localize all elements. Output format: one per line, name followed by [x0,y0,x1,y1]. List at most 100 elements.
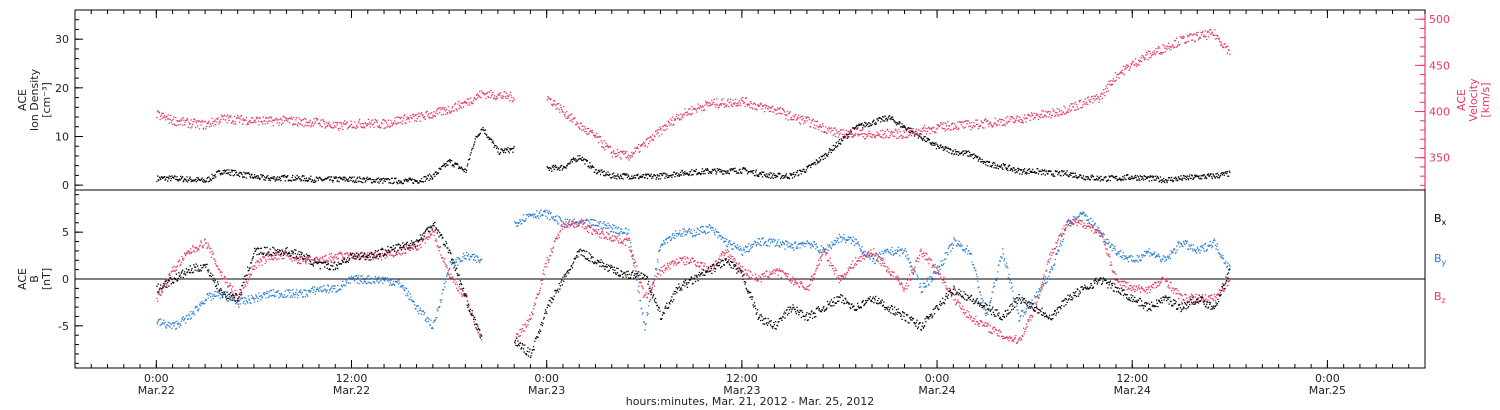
by-series-point [694,235,697,237]
ion-density-series-point [459,167,461,169]
velocity-series-point [810,122,812,124]
velocity-series-point [1129,68,1131,70]
velocity-series-point [924,127,926,129]
by-series-point [767,240,769,242]
velocity-series-point [215,124,217,126]
by-series-point [328,292,330,294]
velocity-series-point [1067,111,1070,113]
velocity-series-point [1224,47,1227,49]
ion-density-series-point [655,178,657,180]
by-series-point [1152,253,1154,255]
by-series-point [209,292,211,295]
ion-density-series-point [563,166,565,168]
ion-density-series-point [1127,174,1129,176]
velocity-series-point [314,123,316,125]
by-series-point [578,222,580,224]
velocity-series-point [978,125,980,127]
by-series-point [1177,243,1180,245]
by-series-point [947,254,949,256]
by-series-point [176,320,178,322]
by-series-point [462,255,464,258]
ion-density-series-point [728,173,730,175]
by-series-point [382,277,385,279]
by-series-point [855,243,857,245]
by-series-point [242,297,244,299]
velocity-series-point [402,117,405,120]
velocity-series-point [501,97,503,99]
by-series-point [694,234,696,236]
ion-density-series-point [160,178,162,181]
velocity-series-point [454,102,456,105]
by-series-point [299,291,301,293]
velocity-series-point [947,127,949,130]
by-series-point [908,262,911,264]
by-series-point [517,222,520,224]
velocity-series-point [272,119,274,121]
velocity-series-point [168,122,171,124]
by-series-point [587,225,589,227]
by-series-point [845,241,847,244]
by-series-point [992,291,994,293]
velocity-series-point [1012,121,1014,123]
ion-density-series-point [689,170,692,173]
velocity-series-point [867,135,869,137]
velocity-series-point [786,110,789,112]
velocity-series-point [330,126,332,128]
ion-density-series-point [744,167,746,169]
by-series-point [1146,252,1148,254]
velocity-series-point [892,135,894,137]
velocity-series-point [1166,45,1168,47]
ion-density-series-point [674,176,676,178]
velocity-series-point [1222,46,1225,48]
by-series-point [1034,295,1036,297]
velocity-series-point [796,116,799,118]
by-series-point [562,225,564,227]
ion-density-series-point [302,179,304,182]
velocity-series-point [1196,32,1198,34]
ion-density-series-point [995,167,997,169]
ion-density-series-point [454,162,456,164]
velocity-series-point [389,126,391,128]
velocity-series-point [824,131,826,133]
ion-density-series-point [1059,171,1061,173]
velocity-series-point [563,113,565,116]
ion-density-series-point [817,160,819,163]
velocity-series-point [678,114,680,116]
ion-density-series-point [556,166,558,168]
velocity-series-point [392,123,394,125]
ion-density-series-point [931,144,933,146]
velocity-series-point [623,150,625,152]
ion-density-series-point [296,174,298,177]
velocity-series-point [705,102,707,104]
velocity-series-point [700,107,702,109]
by-series-point [835,241,837,243]
velocity-series-point [858,133,860,135]
by-series-point [949,244,951,246]
ion-density-series-point [365,178,368,180]
velocity-series-point [1137,59,1140,61]
velocity-series-point [805,117,807,119]
ion-density-series-point [811,163,814,165]
velocity-series-point [750,101,752,103]
velocity-series-point [1190,33,1192,35]
by-series-point [786,244,788,246]
velocity-series-point [1197,31,1199,33]
velocity-series-point [378,126,380,128]
velocity-series-point [666,128,668,130]
by-series-point [259,295,261,297]
by-series-point [774,245,776,247]
ion-density-series-point [1194,176,1197,178]
ion-density-series-point [1005,168,1008,170]
ion-density-series-point [864,126,866,128]
ion-density-series-point [367,179,369,181]
by-series-point [601,227,603,229]
ion-density-series-point [920,136,922,138]
ion-density-series-point [1227,175,1230,177]
by-series-point [819,249,821,251]
velocity-series-point [479,96,481,98]
velocity-series-point [1183,36,1185,38]
velocity-series-point [290,116,293,118]
velocity-series-point [1039,116,1041,118]
by-series-point [1035,296,1037,298]
